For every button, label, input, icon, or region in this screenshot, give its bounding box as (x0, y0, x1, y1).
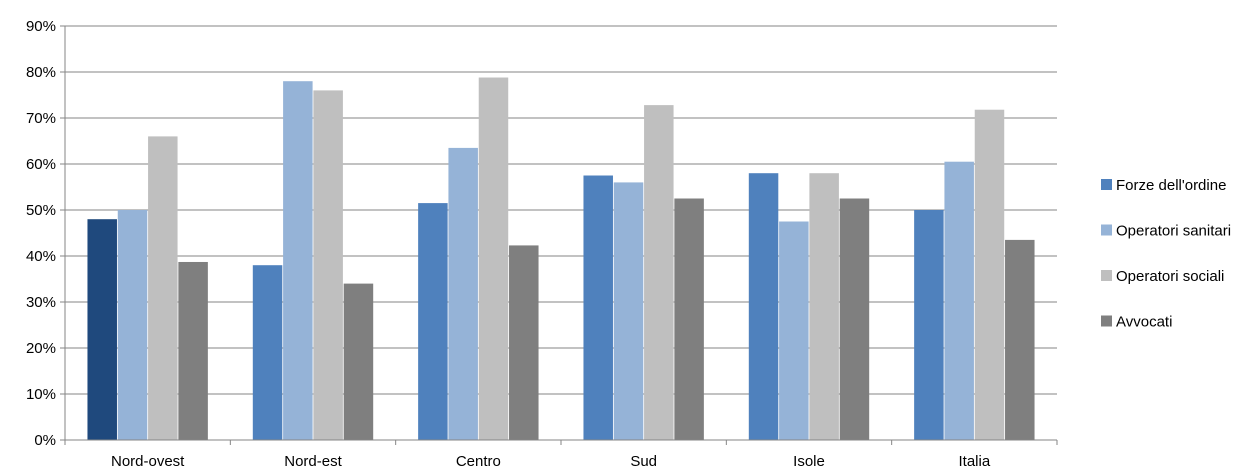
y-tick-label: 90% (26, 18, 56, 35)
x-tick-label: Nord-ovest (111, 453, 185, 470)
legend-label: Operatori sociali (1116, 268, 1224, 285)
bar (914, 210, 944, 440)
bar (779, 221, 809, 440)
legend-swatch (1101, 315, 1112, 327)
x-tick-label: Isole (793, 453, 825, 470)
y-tick-label: 80% (26, 64, 56, 81)
bar (418, 203, 448, 440)
x-tick-label: Centro (456, 453, 501, 470)
bar (509, 245, 539, 440)
y-tick-label: 30% (26, 294, 56, 311)
bar (178, 261, 208, 440)
bar (674, 198, 704, 440)
x-tick-label: Nord-est (284, 453, 342, 470)
bar (343, 283, 374, 440)
legend-label: Operatori sanitari (1116, 223, 1231, 240)
bar (87, 219, 117, 440)
bars (87, 77, 1035, 441)
y-tick-label: 20% (26, 340, 56, 357)
bar (613, 182, 644, 440)
bar (283, 81, 313, 440)
bar (839, 198, 870, 440)
axes (60, 25, 1058, 445)
legend-swatch (1101, 224, 1112, 236)
y-tick-label: 60% (26, 156, 56, 173)
y-tick-label: 10% (26, 386, 56, 403)
y-tick-label: 0% (34, 432, 56, 449)
legend: Forze dell'ordine Operatori sanitari Opera… (1101, 177, 1231, 331)
y-tick-label: 50% (26, 202, 56, 219)
bar (252, 265, 283, 440)
bar (148, 136, 178, 440)
y-tick-labels: 0% 10% 20% 30% 40% 50% 60% 70% 80% 90% (26, 18, 56, 449)
bar (644, 105, 674, 441)
bar (117, 210, 148, 440)
y-tick-label: 40% (26, 248, 56, 265)
gridlines (65, 25, 1057, 395)
x-tick-labels: Nord-ovest Nord-est Centro Sud Isole Italia (111, 453, 991, 470)
legend-swatch (1101, 179, 1112, 190)
x-tick-label: Italia (958, 453, 990, 470)
legend-label: Forze dell'ordine (1116, 177, 1226, 194)
legend-label: Avvocati (1116, 314, 1172, 331)
bar (313, 90, 343, 441)
bar (974, 109, 1005, 440)
bar (478, 77, 509, 441)
bar (748, 173, 779, 440)
bar (1005, 239, 1035, 440)
bar (583, 175, 613, 440)
bar (944, 161, 974, 440)
bar (448, 147, 478, 440)
legend-swatch (1101, 270, 1112, 281)
bar (809, 173, 839, 440)
x-tick-label: Sud (630, 453, 657, 470)
y-tick-label: 70% (26, 110, 56, 127)
